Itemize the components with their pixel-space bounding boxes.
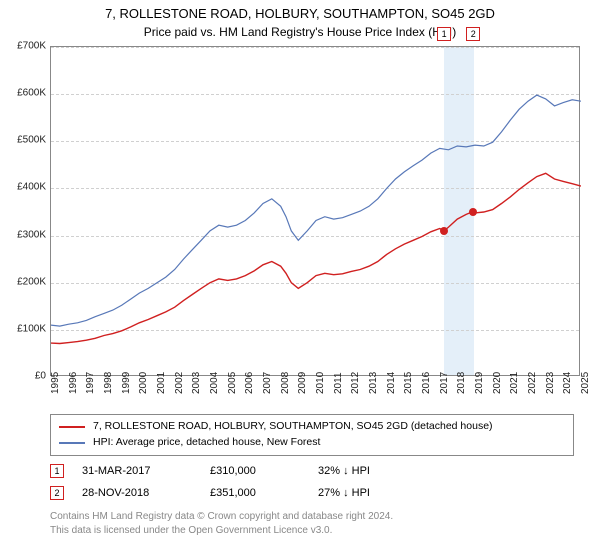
series-svg — [51, 47, 581, 377]
y-tick-label: £200K — [2, 276, 46, 287]
sale-marker-box: 2 — [50, 486, 64, 500]
legend-swatch — [59, 426, 85, 428]
y-tick-label: £700K — [2, 41, 46, 52]
footer-attribution: Contains HM Land Registry data © Crown c… — [50, 510, 574, 537]
sale-date: 28-NOV-2018 — [82, 487, 192, 499]
sales-table: 1 31-MAR-2017 £310,000 32% ↓ HPI 2 28-NO… — [50, 460, 574, 504]
sale-marker-box: 1 — [50, 464, 64, 478]
legend-label: HPI: Average price, detached house, New … — [93, 435, 320, 451]
y-tick-label: £400K — [2, 182, 46, 193]
legend: 7, ROLLESTONE ROAD, HOLBURY, SOUTHAMPTON… — [50, 414, 574, 456]
x-tick-label: 2025 — [580, 372, 600, 394]
chart-marker-box: 2 — [466, 27, 480, 41]
sale-row: 1 31-MAR-2017 £310,000 32% ↓ HPI — [50, 460, 574, 482]
property-line — [51, 173, 581, 343]
y-tick-label: £0 — [2, 371, 46, 382]
chart-marker-box: 1 — [437, 27, 451, 41]
sale-price: £310,000 — [210, 465, 300, 477]
legend-label: 7, ROLLESTONE ROAD, HOLBURY, SOUTHAMPTON… — [93, 419, 493, 435]
sale-date: 31-MAR-2017 — [82, 465, 192, 477]
y-tick-label: £600K — [2, 88, 46, 99]
sale-diff: 27% ↓ HPI — [318, 487, 408, 499]
hpi-line — [51, 95, 581, 326]
footer-line: This data is licensed under the Open Gov… — [50, 524, 574, 538]
title-block: 7, ROLLESTONE ROAD, HOLBURY, SOUTHAMPTON… — [0, 0, 600, 40]
y-tick-label: £100K — [2, 323, 46, 334]
sale-diff: 32% ↓ HPI — [318, 465, 408, 477]
sale-row: 2 28-NOV-2018 £351,000 27% ↓ HPI — [50, 482, 574, 504]
title-address: 7, ROLLESTONE ROAD, HOLBURY, SOUTHAMPTON… — [0, 6, 600, 23]
legend-swatch — [59, 442, 85, 444]
sale-price: £351,000 — [210, 487, 300, 499]
plot-area: 12 — [50, 46, 580, 376]
legend-item-hpi: HPI: Average price, detached house, New … — [59, 435, 565, 451]
y-tick-label: £300K — [2, 229, 46, 240]
title-subtitle: Price paid vs. HM Land Registry's House … — [0, 25, 600, 41]
footer-line: Contains HM Land Registry data © Crown c… — [50, 510, 574, 524]
chart-container: 7, ROLLESTONE ROAD, HOLBURY, SOUTHAMPTON… — [0, 0, 600, 560]
chart-area: 12 £0£100K£200K£300K£400K£500K£600K£700K… — [8, 46, 592, 406]
sale-point-dot — [469, 208, 477, 216]
y-tick-label: £500K — [2, 135, 46, 146]
legend-item-property: 7, ROLLESTONE ROAD, HOLBURY, SOUTHAMPTON… — [59, 419, 565, 435]
sale-point-dot — [440, 227, 448, 235]
